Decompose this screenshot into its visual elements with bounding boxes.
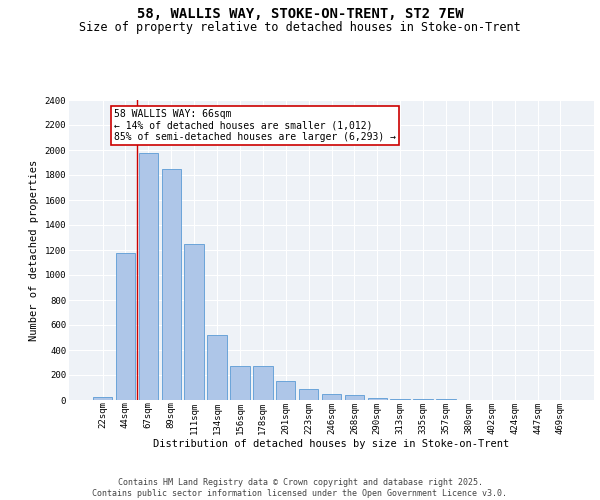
Bar — [208, 335, 227, 400]
Bar — [391, 399, 410, 400]
Bar — [116, 253, 135, 400]
Y-axis label: Number of detached properties: Number of detached properties — [29, 160, 39, 340]
Bar — [161, 169, 181, 400]
Bar — [253, 366, 272, 400]
Bar — [230, 366, 250, 400]
Bar — [299, 390, 319, 400]
Bar — [139, 153, 158, 400]
Bar — [344, 395, 364, 400]
Bar — [93, 397, 112, 400]
Bar — [184, 244, 204, 400]
Bar — [322, 394, 341, 400]
Text: 58, WALLIS WAY, STOKE-ON-TRENT, ST2 7EW: 58, WALLIS WAY, STOKE-ON-TRENT, ST2 7EW — [137, 8, 463, 22]
Bar — [368, 398, 387, 400]
Text: Contains HM Land Registry data © Crown copyright and database right 2025.
Contai: Contains HM Land Registry data © Crown c… — [92, 478, 508, 498]
Bar — [276, 381, 295, 400]
Text: Size of property relative to detached houses in Stoke-on-Trent: Size of property relative to detached ho… — [79, 21, 521, 34]
Text: 58 WALLIS WAY: 66sqm
← 14% of detached houses are smaller (1,012)
85% of semi-de: 58 WALLIS WAY: 66sqm ← 14% of detached h… — [114, 109, 396, 142]
Bar — [413, 399, 433, 400]
X-axis label: Distribution of detached houses by size in Stoke-on-Trent: Distribution of detached houses by size … — [154, 439, 509, 449]
